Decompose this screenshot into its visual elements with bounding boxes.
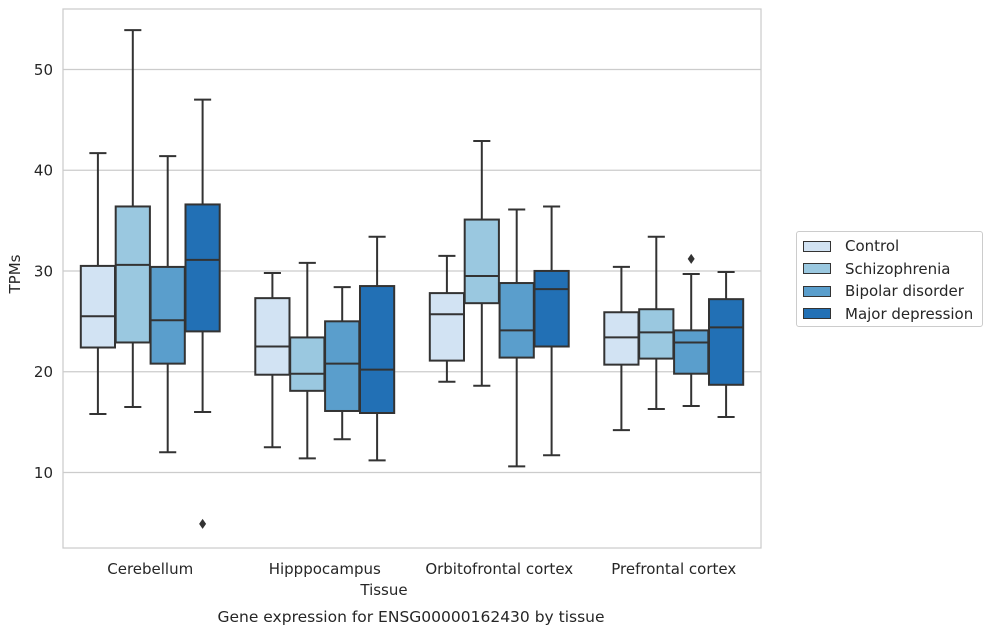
- box-group: [289, 261, 326, 460]
- legend-swatch: [803, 240, 831, 252]
- outlier-marker: [199, 518, 207, 529]
- box: [498, 282, 535, 359]
- box-group: [463, 139, 500, 387]
- box: [673, 329, 710, 375]
- box-group: [603, 265, 640, 432]
- box-group: [498, 208, 535, 468]
- box: [358, 285, 396, 414]
- box-group: [673, 253, 710, 407]
- box-group: [638, 235, 675, 410]
- y-tick-label: 40: [34, 162, 53, 180]
- box: [114, 205, 151, 344]
- y-tick-label: 30: [34, 262, 53, 280]
- y-axis-ticks: 10 20 30 40 50: [34, 61, 53, 482]
- chart-title: Gene expression for ENSG00000162430 by t…: [217, 608, 604, 626]
- x-tick-label: Cerebellum: [107, 560, 193, 578]
- legend-label: Major depression: [845, 304, 974, 323]
- legend-item: Major depression: [803, 303, 982, 326]
- box: [79, 264, 117, 349]
- legend-item: Bipolar disorder: [803, 280, 982, 303]
- y-tick-label: 10: [34, 464, 53, 482]
- box-group: [707, 270, 745, 419]
- y-tick-label: 50: [34, 61, 53, 79]
- box: [428, 292, 466, 362]
- y-axis-label: TPMs: [6, 254, 24, 294]
- legend-swatch: [803, 285, 831, 297]
- plot-area-frame: [62, 8, 762, 549]
- box: [149, 265, 186, 365]
- box: [533, 269, 570, 348]
- box-group: [254, 271, 291, 449]
- legend: Control Schizophrenia Bipolar disorder Majo…: [796, 231, 983, 327]
- legend-swatch: [803, 308, 831, 320]
- legend-item: Schizophrenia: [803, 258, 982, 281]
- box: [463, 218, 500, 305]
- x-tick-label: Hipppocampus: [269, 560, 381, 578]
- x-axis-ticks: Cerebellum Hipppocampus Orbitofrontal cort…: [107, 560, 736, 578]
- box-group: [428, 254, 466, 383]
- box: [707, 298, 745, 386]
- legend-swatch: [803, 263, 831, 275]
- legend-label: Schizophrenia: [845, 259, 951, 278]
- box: [638, 308, 675, 360]
- box: [184, 203, 221, 333]
- x-tick-label: Orbitofrontal cortex: [425, 560, 573, 578]
- boxes: [79, 29, 745, 529]
- box: [324, 320, 361, 412]
- x-axis-label: Tissue: [359, 581, 407, 599]
- legend-label: Bipolar disorder: [845, 282, 964, 301]
- outlier-marker: [687, 253, 695, 264]
- box-group: [114, 29, 151, 408]
- legend-label: Control: [845, 237, 900, 256]
- box: [603, 311, 640, 366]
- box-group: [324, 286, 361, 441]
- y-tick-label: 20: [34, 363, 53, 381]
- box-group: [79, 152, 117, 416]
- box-group: [149, 155, 186, 454]
- box-group: [358, 235, 396, 462]
- legend-item: Control: [803, 235, 982, 258]
- box-group: [184, 98, 221, 529]
- box: [254, 297, 291, 376]
- x-tick-label: Prefrontal cortex: [611, 560, 736, 578]
- box: [289, 336, 326, 392]
- box-group: [533, 205, 570, 457]
